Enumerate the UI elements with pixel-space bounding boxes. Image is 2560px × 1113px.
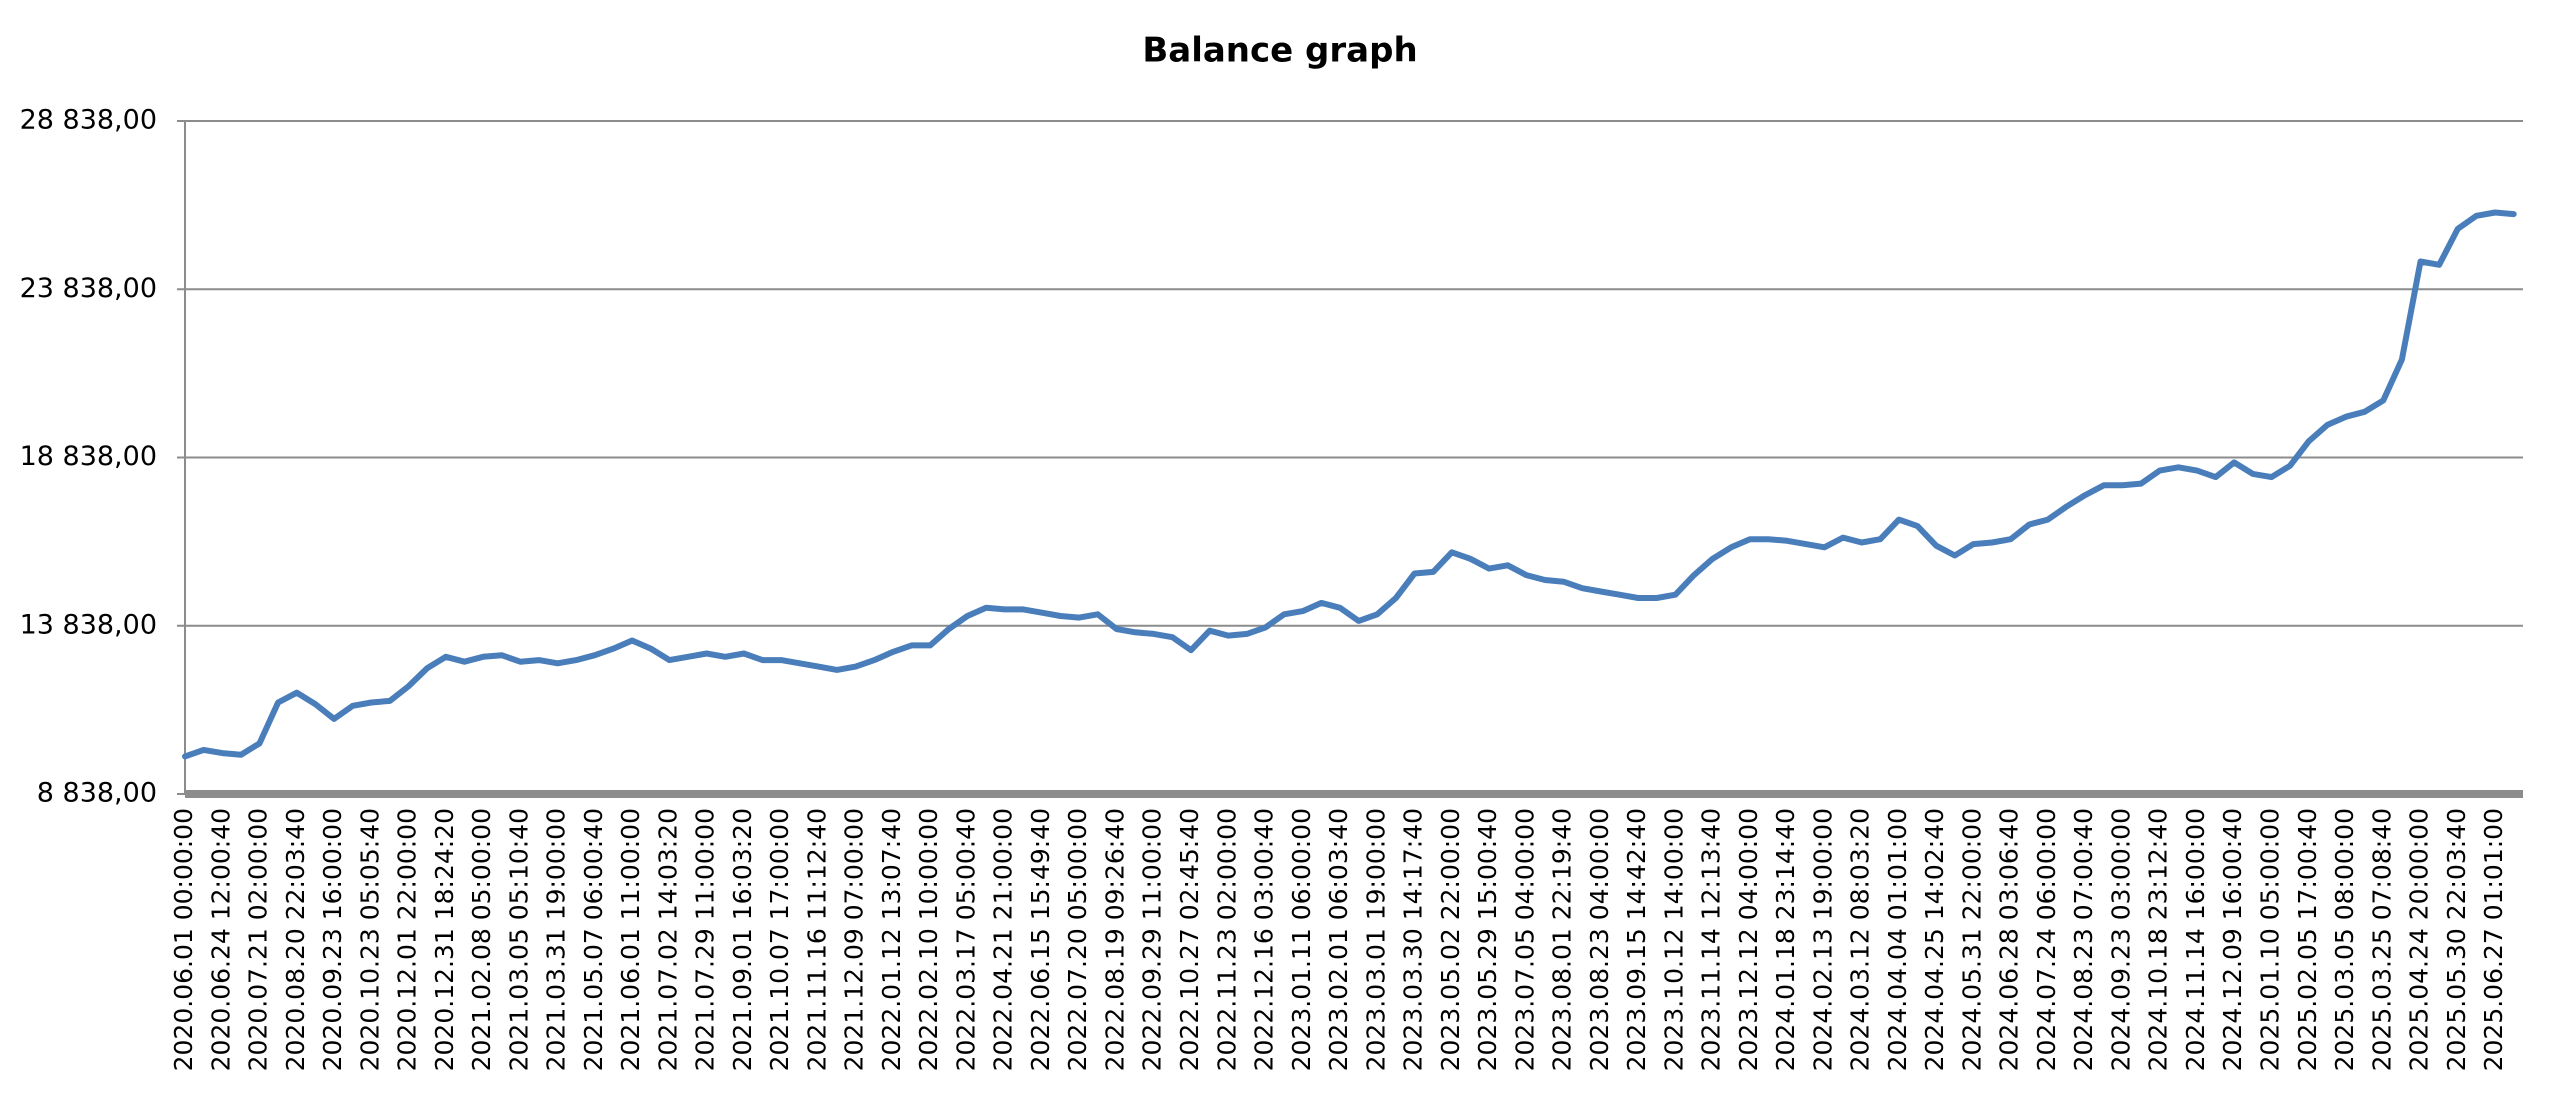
x-tick-label: 2024.02.13 19:00:00 — [1808, 808, 1837, 1071]
x-tick-label: 2023.12.12 04:00:00 — [1734, 808, 1763, 1071]
x-tick-label: 2024.05.31 22:00:00 — [1957, 808, 1986, 1071]
x-tick-label: 2022.08.19 09:26:40 — [1100, 808, 1129, 1071]
x-tick-label: 2024.12.09 16:00:40 — [2218, 808, 2247, 1071]
x-tick-label: 2021.07.02 14:03:20 — [653, 808, 682, 1071]
x-tick-label: 2020.06.24 12:00:40 — [206, 808, 235, 1071]
x-tick-label: 2020.08.20 22:03:40 — [281, 808, 310, 1071]
y-tick-label: 8 838,00 — [37, 778, 157, 809]
x-tick-label: 2025.02.05 17:00:40 — [2293, 808, 2322, 1071]
x-tick-label: 2025.03.25 07:08:40 — [2367, 808, 2396, 1071]
x-tick-label: 2023.05.02 22:00:00 — [1436, 808, 1465, 1071]
x-tick-label: 2022.11.23 02:00:00 — [1212, 808, 1241, 1071]
x-tick-label: 2022.01.12 13:07:40 — [877, 808, 906, 1071]
x-tick-label: 2024.07.24 06:00:00 — [2032, 808, 2061, 1071]
x-tick-label: 2021.02.08 05:00:00 — [467, 808, 496, 1071]
balance-line — [182, 209, 2517, 760]
x-tick-label: 2023.10.12 14:00:00 — [1659, 808, 1688, 1071]
x-tick-label: 2021.09.01 16:03:20 — [728, 808, 757, 1071]
y-tick-label: 23 838,00 — [20, 273, 157, 304]
x-tick-label: 2023.02.01 06:03:40 — [1324, 808, 1353, 1071]
x-tick-label: 2021.05.07 06:00:40 — [579, 808, 608, 1071]
x-tick-label: 2025.06.27 01:01:00 — [2479, 808, 2508, 1071]
x-tick-label: 2020.12.01 22:00:00 — [393, 808, 422, 1071]
x-tick-label: 2020.07.21 02:00:00 — [244, 808, 273, 1071]
x-tick-label: 2023.08.23 04:00:00 — [1585, 808, 1614, 1071]
x-tick-label: 2024.09.23 03:00:00 — [2106, 808, 2135, 1071]
x-tick-label: 2025.05.30 22:03:40 — [2442, 808, 2471, 1071]
x-tick-label: 2020.09.23 16:00:00 — [318, 808, 347, 1071]
x-tick-label: 2020.06.01 00:00:00 — [169, 808, 198, 1071]
chart-title: Balance graph — [1142, 31, 1417, 71]
x-tick-label: 2024.04.04 01:01:00 — [1883, 808, 1912, 1071]
y-tick-label: 13 838,00 — [20, 609, 157, 640]
x-tick-label: 2023.05.29 15:00:40 — [1473, 808, 1502, 1071]
x-tick-label: 2022.12.16 03:00:40 — [1250, 808, 1279, 1071]
y-tick-label: 28 838,00 — [20, 105, 157, 136]
x-tick-label: 2025.04.24 20:00:00 — [2405, 808, 2434, 1071]
x-tick-label: 2025.01.10 05:00:00 — [2256, 808, 2285, 1071]
x-axis — [185, 790, 2523, 798]
x-tick-label: 2022.04.21 21:00:00 — [989, 808, 1018, 1071]
x-tick-label: 2024.06.28 03:06:40 — [1995, 808, 2024, 1071]
x-tick-label: 2023.09.15 14:42:40 — [1622, 808, 1651, 1071]
x-tick-label: 2021.03.05 05:10:40 — [504, 808, 533, 1071]
x-tick-label: 2023.11.14 12:13:40 — [1697, 808, 1726, 1071]
x-tick-label: 2023.08.01 22:19:40 — [1548, 808, 1577, 1071]
x-tick-label: 2024.04.25 14:02:40 — [1920, 808, 1949, 1071]
x-tick-label: 2021.11.16 11:12:40 — [802, 808, 831, 1071]
x-tick-label: 2021.06.01 11:00:00 — [616, 808, 645, 1071]
x-tick-label: 2025.03.05 08:00:00 — [2330, 808, 2359, 1071]
x-tick-label: 2021.12.09 07:00:00 — [840, 808, 869, 1071]
x-tick-label: 2020.12.31 18:24:20 — [430, 808, 459, 1071]
x-tick-label: 2022.09.29 11:00:00 — [1138, 808, 1167, 1071]
x-tick-label: 2024.11.14 16:00:00 — [2181, 808, 2210, 1071]
x-tick-label: 2020.10.23 05:05:40 — [355, 808, 384, 1071]
x-tick-label: 2024.01.18 23:14:40 — [1771, 808, 1800, 1071]
x-tick-label: 2022.10.27 02:45:40 — [1175, 808, 1204, 1071]
x-tick-label: 2022.02.10 10:00:00 — [914, 808, 943, 1071]
x-tick-label: 2023.03.30 14:17:40 — [1399, 808, 1428, 1071]
x-tick-label: 2023.03.01 19:00:00 — [1361, 808, 1390, 1071]
x-tick-label: 2023.01.11 06:00:00 — [1287, 808, 1316, 1071]
x-tick-label: 2021.07.29 11:00:00 — [691, 808, 720, 1071]
x-tick-label: 2022.03.17 05:00:40 — [951, 808, 980, 1071]
x-tick-label: 2022.06.15 15:49:40 — [1026, 808, 1055, 1071]
x-tick-label: 2024.03.12 08:03:20 — [1846, 808, 1875, 1071]
x-tick-label: 2024.08.23 07:00:40 — [2069, 808, 2098, 1071]
x-tick-label: 2024.10.18 23:12:40 — [2144, 808, 2173, 1071]
x-tick-label: 2022.07.20 05:00:00 — [1063, 808, 1092, 1071]
x-tick-label: 2021.03.31 19:00:00 — [542, 808, 571, 1071]
y-tick-label: 18 838,00 — [20, 441, 157, 472]
x-tick-label: 2021.10.07 17:00:00 — [765, 808, 794, 1071]
x-tick-label: 2023.07.05 04:00:00 — [1510, 808, 1539, 1071]
